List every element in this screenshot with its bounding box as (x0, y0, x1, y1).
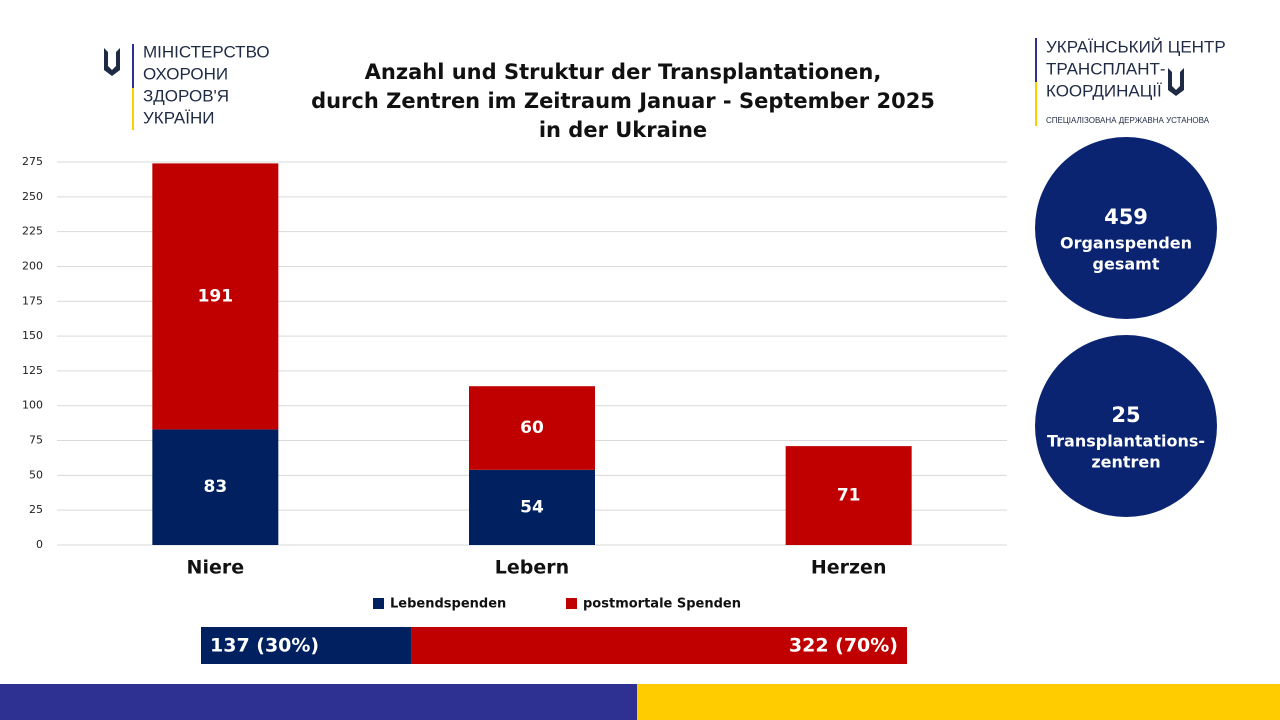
y-tick-label: 100 (22, 399, 43, 412)
callout-value: 459 (1104, 205, 1148, 229)
summary-label: 322 (70%) (789, 635, 898, 657)
bar-segment (469, 386, 595, 470)
callout-value: 25 (1111, 403, 1140, 427)
y-tick-label: 225 (22, 225, 43, 238)
chart-title: durch Zentren im Zeitraum Januar - Septe… (311, 89, 935, 113)
y-tick-label: 125 (22, 364, 43, 377)
ministry-logo (104, 44, 134, 130)
x-tick-label: Lebern (495, 557, 569, 579)
data-label: 191 (198, 286, 234, 306)
y-tick-label: 175 (22, 294, 43, 307)
logo-subtitle: СПЕЦІАЛІЗОВАНА ДЕРЖАВНА УСТАНОВА (1046, 116, 1210, 125)
summary-segment (201, 627, 412, 664)
data-label: 83 (203, 477, 227, 497)
logo-text: УКРАЇНИ (143, 108, 214, 127)
chart-title: in der Ukraine (539, 118, 707, 142)
x-tick-label: Niere (187, 557, 245, 579)
footer-stripe-yellow (637, 684, 1280, 720)
callout-text: gesamt (1093, 255, 1160, 274)
logo-text: КООРДИНАЦІЇ (1046, 81, 1162, 100)
y-tick-label: 25 (29, 503, 43, 516)
callout-text: zentren (1091, 453, 1160, 472)
trident-icon (104, 48, 120, 76)
bar-segment (469, 469, 595, 545)
y-tick-label: 200 (22, 259, 43, 272)
y-tick-label: 0 (36, 538, 43, 551)
footer-stripe-blue (0, 684, 637, 720)
bar-segment (152, 429, 279, 545)
callout-circle (1035, 335, 1217, 517)
summary-label: 137 (30%) (210, 635, 319, 657)
summary-segment (411, 627, 907, 664)
logo-text: ОХОРОНИ (143, 64, 228, 83)
logo-text: ЗДОРОВ'Я (143, 86, 229, 105)
legend-label: postmortale Spenden (583, 597, 741, 612)
y-tick-label: 150 (22, 329, 43, 342)
logo-text: УКРАЇНСЬКИЙ ЦЕНТР (1046, 37, 1226, 56)
callout-text: Organspenden (1060, 234, 1192, 253)
logo-text: МІНІСТЕРСТВО (143, 42, 270, 61)
center-logo (1035, 38, 1184, 126)
y-tick-label: 75 (29, 434, 43, 447)
callout-circle (1035, 137, 1217, 319)
legend-label: Lebendspenden (390, 597, 506, 612)
callout-text: Transplantations- (1047, 432, 1205, 451)
trident-icon (1168, 68, 1184, 96)
bar-segment (152, 163, 279, 430)
logo-text: ТРАНСПЛАНТ- (1046, 59, 1166, 78)
data-label: 54 (520, 497, 544, 517)
data-label: 60 (520, 418, 544, 438)
data-label: 71 (837, 486, 861, 506)
bar-segment (785, 446, 912, 545)
legend-swatch (566, 598, 577, 609)
chart-title: Anzahl und Struktur der Transplantatione… (365, 60, 882, 84)
y-tick-label: 275 (22, 155, 43, 168)
legend-swatch (373, 598, 384, 609)
x-tick-label: Herzen (811, 557, 887, 579)
y-tick-label: 50 (29, 468, 43, 481)
y-tick-label: 250 (22, 190, 43, 203)
